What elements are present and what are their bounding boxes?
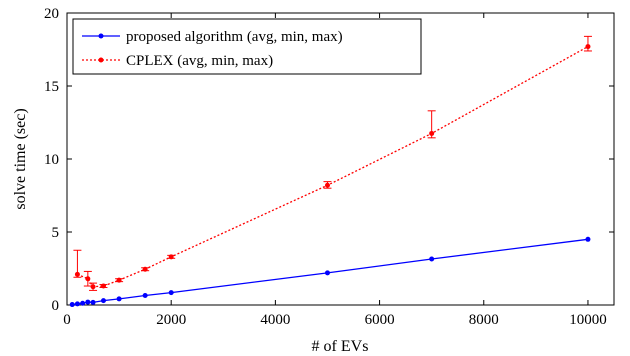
y-tick-label: 0 [52, 298, 60, 314]
y-tick-label: 5 [52, 225, 60, 241]
data-point-proposed [100, 298, 106, 304]
data-point-proposed [116, 296, 122, 302]
legend: proposed algorithm (avg, min, max) CPLEX… [72, 18, 422, 75]
data-point-proposed [85, 299, 91, 305]
data-point-proposed [324, 270, 330, 276]
series-proposed [69, 236, 591, 308]
y-axis-label: solve time (sec) [12, 108, 29, 209]
x-tick-label: 6000 [365, 312, 395, 328]
x-tick-label: 4000 [260, 312, 290, 328]
data-point-proposed [142, 293, 148, 299]
data-point-proposed [69, 302, 75, 308]
data-point-cplex [142, 266, 148, 272]
data-point-cplex [324, 182, 330, 188]
y-tick-label: 10 [44, 152, 59, 168]
data-point-cplex [74, 271, 80, 277]
x-axis-label: # of EVs [312, 338, 369, 355]
series-layer [69, 35, 592, 308]
data-point-proposed [80, 300, 86, 306]
data-point-proposed [168, 290, 174, 296]
data-point-cplex [168, 254, 174, 260]
data-point-cplex [429, 130, 435, 136]
y-tick-label: 20 [44, 6, 59, 22]
legend-marker-cplex [98, 57, 104, 63]
data-point-cplex [85, 276, 91, 282]
data-point-cplex [90, 284, 96, 290]
y-tick-label: 15 [44, 79, 59, 95]
legend-label-cplex: CPLEX (avg, min, max) [126, 53, 273, 69]
legend-box [72, 18, 422, 75]
legend-label-proposed: proposed algorithm (avg, min, max) [126, 29, 343, 45]
x-tick-label: 10000 [569, 312, 607, 328]
data-point-cplex [585, 44, 591, 50]
data-point-proposed [429, 256, 435, 262]
data-point-proposed [74, 301, 80, 307]
data-point-cplex [116, 277, 122, 283]
x-tick-label: 2000 [156, 312, 186, 328]
series-cplex [73, 35, 592, 291]
axis-ticks: 0 2000 4000 6000 8000 10000 0 5 10 15 20 [44, 6, 614, 328]
data-point-proposed [90, 299, 96, 305]
data-point-cplex [100, 283, 106, 289]
x-tick-label: 8000 [469, 312, 499, 328]
legend-marker-proposed [98, 33, 104, 39]
data-point-proposed [585, 236, 591, 242]
x-tick-label: 0 [63, 312, 71, 328]
